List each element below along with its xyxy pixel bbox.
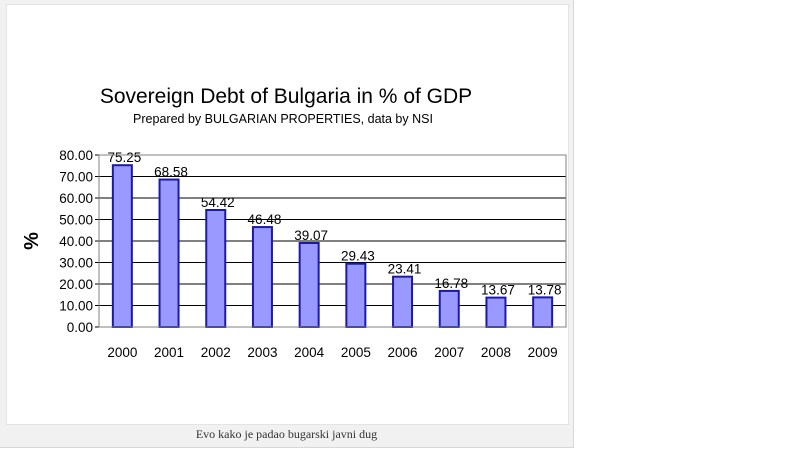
image-frame: Sovereign Debt of Bulgaria in % of GDP P…: [0, 0, 574, 448]
y-tick-label: 50.00: [59, 213, 93, 228]
bar-2009: [532, 296, 554, 328]
x-tick-labels: 2000 2001 2002 2003 2004 2005 2006 2007 2008 2009: [107, 345, 557, 360]
y-tick-label: 60.00: [59, 191, 93, 206]
y-tick-label: 0.00: [67, 320, 93, 335]
x-tick-label: 2005: [341, 345, 371, 360]
y-tick-label: 30.00: [59, 256, 93, 271]
bar-2007: [438, 289, 460, 329]
x-tick-label: 2004: [294, 345, 325, 360]
plot-area: [98, 154, 567, 328]
y-tick-label: 40.00: [59, 234, 93, 249]
data-label: 16.78: [434, 276, 468, 291]
y-tick-label: 70.00: [59, 170, 93, 185]
data-label: 13.78: [528, 282, 562, 297]
bar-2008: [485, 296, 507, 328]
chart-panel: Sovereign Debt of Bulgaria in % of GDP P…: [6, 4, 569, 425]
x-tick-label: 2009: [528, 345, 558, 360]
data-label: 75.25: [107, 150, 141, 165]
x-tick-label: 2003: [247, 345, 277, 360]
chart-title: Sovereign Debt of Bulgaria in % of GDP: [100, 85, 472, 108]
data-label: 39.07: [294, 228, 328, 243]
y-tick-labels: 0.00 10.00 20.00 30.00 40.00 50.00 60.00 70.00 8…: [59, 148, 99, 335]
bar-2005: [345, 262, 367, 328]
y-tick-label: 10.00: [59, 299, 93, 314]
data-label: 23.41: [388, 262, 422, 277]
data-label: 54.42: [201, 195, 235, 210]
bar-2003: [251, 226, 273, 328]
bar-chart: Sovereign Debt of Bulgaria in % of GDP P…: [21, 85, 567, 360]
y-axis-label: %: [21, 232, 43, 250]
image-caption: Evo kako je padao bugarski javni dug: [195, 427, 378, 441]
data-label: 29.43: [341, 249, 375, 264]
data-label: 68.58: [154, 165, 188, 180]
data-labels: 75.25 68.58 54.42 46.48 39.07 29.43 23.41 16.78…: [107, 150, 561, 297]
x-tick-label: 2000: [107, 345, 137, 360]
bar-2002: [205, 208, 227, 328]
data-label: 46.48: [248, 212, 282, 227]
bar-2006: [392, 275, 414, 328]
bars: [111, 164, 554, 329]
y-tick-label: 80.00: [59, 148, 93, 163]
bar-2001: [158, 178, 180, 328]
bar-2004: [298, 241, 320, 328]
bar-2000: [111, 164, 133, 328]
x-tick-label: 2007: [434, 345, 464, 360]
x-tick-label: 2001: [154, 345, 184, 360]
data-label: 13.67: [481, 283, 515, 298]
x-tick-label: 2006: [388, 345, 418, 360]
x-tick-label: 2008: [481, 345, 511, 360]
y-tick-label: 20.00: [59, 277, 93, 292]
x-tick-label: 2002: [201, 345, 231, 360]
chart-subtitle: Prepared by BULGARIAN PROPERTIES, data b…: [133, 112, 433, 126]
